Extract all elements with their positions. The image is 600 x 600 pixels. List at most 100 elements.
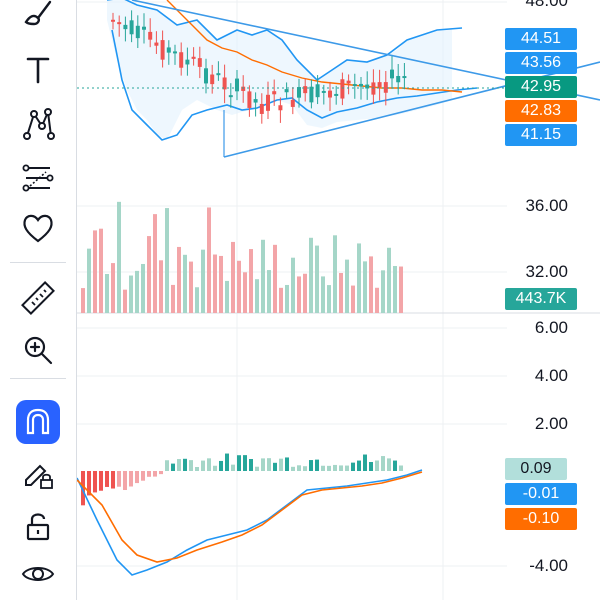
macd-histogram-bar <box>93 471 97 493</box>
text-icon <box>26 57 50 84</box>
volume-bar <box>135 270 139 313</box>
toolbar-divider <box>10 378 66 379</box>
candle-body <box>402 76 407 79</box>
volume-bar <box>183 254 187 313</box>
zoom-in-tool[interactable] <box>12 328 64 372</box>
ruler-icon <box>21 281 55 315</box>
basis-line <box>166 0 463 93</box>
candle-body <box>216 73 221 76</box>
candle-body <box>185 59 190 65</box>
histogram-badge: 0.09 <box>505 458 567 480</box>
macd-histogram-bar <box>171 463 175 471</box>
lock-drawings-tool[interactable] <box>12 452 64 496</box>
candle-body <box>365 84 370 89</box>
candle-body <box>377 82 382 88</box>
volume-bar <box>153 214 157 313</box>
volume-bar <box>303 273 307 313</box>
volume-bar <box>327 285 331 313</box>
measure-tool[interactable] <box>12 276 64 320</box>
macd-histogram-bar <box>123 471 127 491</box>
volume-bar <box>165 208 169 313</box>
candle-body <box>235 78 239 92</box>
magnet-tool[interactable] <box>16 400 60 444</box>
candle-body <box>315 84 320 98</box>
volume-bar <box>171 284 175 313</box>
volume-bar <box>381 270 385 313</box>
price-axis-label: 36.00 <box>525 196 568 215</box>
candle-body <box>129 20 134 35</box>
macd-histogram-bar <box>255 466 259 471</box>
macd-histogram-bar <box>339 465 343 471</box>
bollinger-bands <box>107 0 478 141</box>
candle-body <box>278 105 283 111</box>
chart-area[interactable]: 48.00 36.00 32.00 6.00 4.00 2.00 -4.00 <box>77 0 600 600</box>
candle-body <box>228 95 233 98</box>
zoom-in-icon <box>24 336 53 365</box>
macd-histogram-bar <box>315 459 319 471</box>
volume-bar <box>99 228 103 313</box>
volume-bar <box>291 257 295 313</box>
macd-histogram-bar <box>243 455 247 471</box>
volume-bar <box>213 254 217 313</box>
volume-bar <box>375 287 379 313</box>
macd-histogram-bar <box>261 458 265 471</box>
forecast-icon <box>22 164 54 192</box>
macd-histogram-bar <box>177 459 181 471</box>
candle-body <box>309 86 314 103</box>
macd-histogram-bar <box>393 460 397 471</box>
candle-body <box>352 84 357 87</box>
candle-body <box>111 19 115 22</box>
volume-bar <box>363 261 367 313</box>
magnet-icon <box>26 408 50 435</box>
volume-bar <box>177 246 181 313</box>
signal-line <box>77 471 423 563</box>
volume-bar <box>309 237 313 313</box>
lower-band-badge: 41.15 <box>505 124 577 146</box>
text-tool[interactable] <box>12 48 64 92</box>
macd-histogram-bar <box>273 462 277 471</box>
macd-line <box>77 469 423 576</box>
trend-line-badge: 43.56 <box>505 52 577 74</box>
candle-body <box>371 82 376 95</box>
macd-histogram-bar <box>321 465 325 471</box>
pattern-icon <box>23 108 55 140</box>
macd-histogram-bar <box>291 466 295 471</box>
macd-axis-label: 2.00 <box>534 414 568 433</box>
candle-body <box>154 42 159 46</box>
candle-body <box>340 79 345 99</box>
candle-body <box>359 83 363 87</box>
candle-body <box>303 86 308 94</box>
unlock-tool[interactable] <box>12 504 64 548</box>
volume-bar <box>81 288 85 313</box>
hide-drawings-tool[interactable] <box>12 552 64 596</box>
candle-body <box>334 93 339 96</box>
pattern-tool[interactable] <box>12 102 64 146</box>
candle-body <box>204 68 208 84</box>
volume-bar <box>147 236 151 313</box>
volume-bar <box>243 272 247 313</box>
macd-histogram-bar <box>153 471 157 477</box>
macd-histogram-bar <box>303 466 307 471</box>
favorites-tool[interactable] <box>12 206 64 250</box>
volume-bar <box>117 201 121 313</box>
macd-histogram-bar <box>195 466 199 471</box>
signal-badge: -0.10 <box>505 508 577 530</box>
brush-tool[interactable] <box>12 0 64 32</box>
volume-bar <box>219 255 223 313</box>
macd-histogram-bar <box>87 471 91 496</box>
volume-bar <box>351 285 355 313</box>
volume-bar <box>357 243 361 313</box>
volume-bar <box>321 276 325 313</box>
macd-histogram-bar <box>285 457 289 471</box>
price-candles <box>111 10 407 124</box>
macd-histogram-bar <box>135 471 139 484</box>
volume-bar <box>387 247 391 313</box>
volume-bar <box>195 287 199 313</box>
volume-bar <box>285 284 289 313</box>
candle-body <box>210 74 215 85</box>
forecast-tool[interactable] <box>12 156 64 200</box>
macd-histogram-bar <box>165 460 169 471</box>
candle-body <box>383 82 388 93</box>
chart-canvas[interactable] <box>77 0 600 600</box>
macd-histogram-bar <box>381 456 385 471</box>
